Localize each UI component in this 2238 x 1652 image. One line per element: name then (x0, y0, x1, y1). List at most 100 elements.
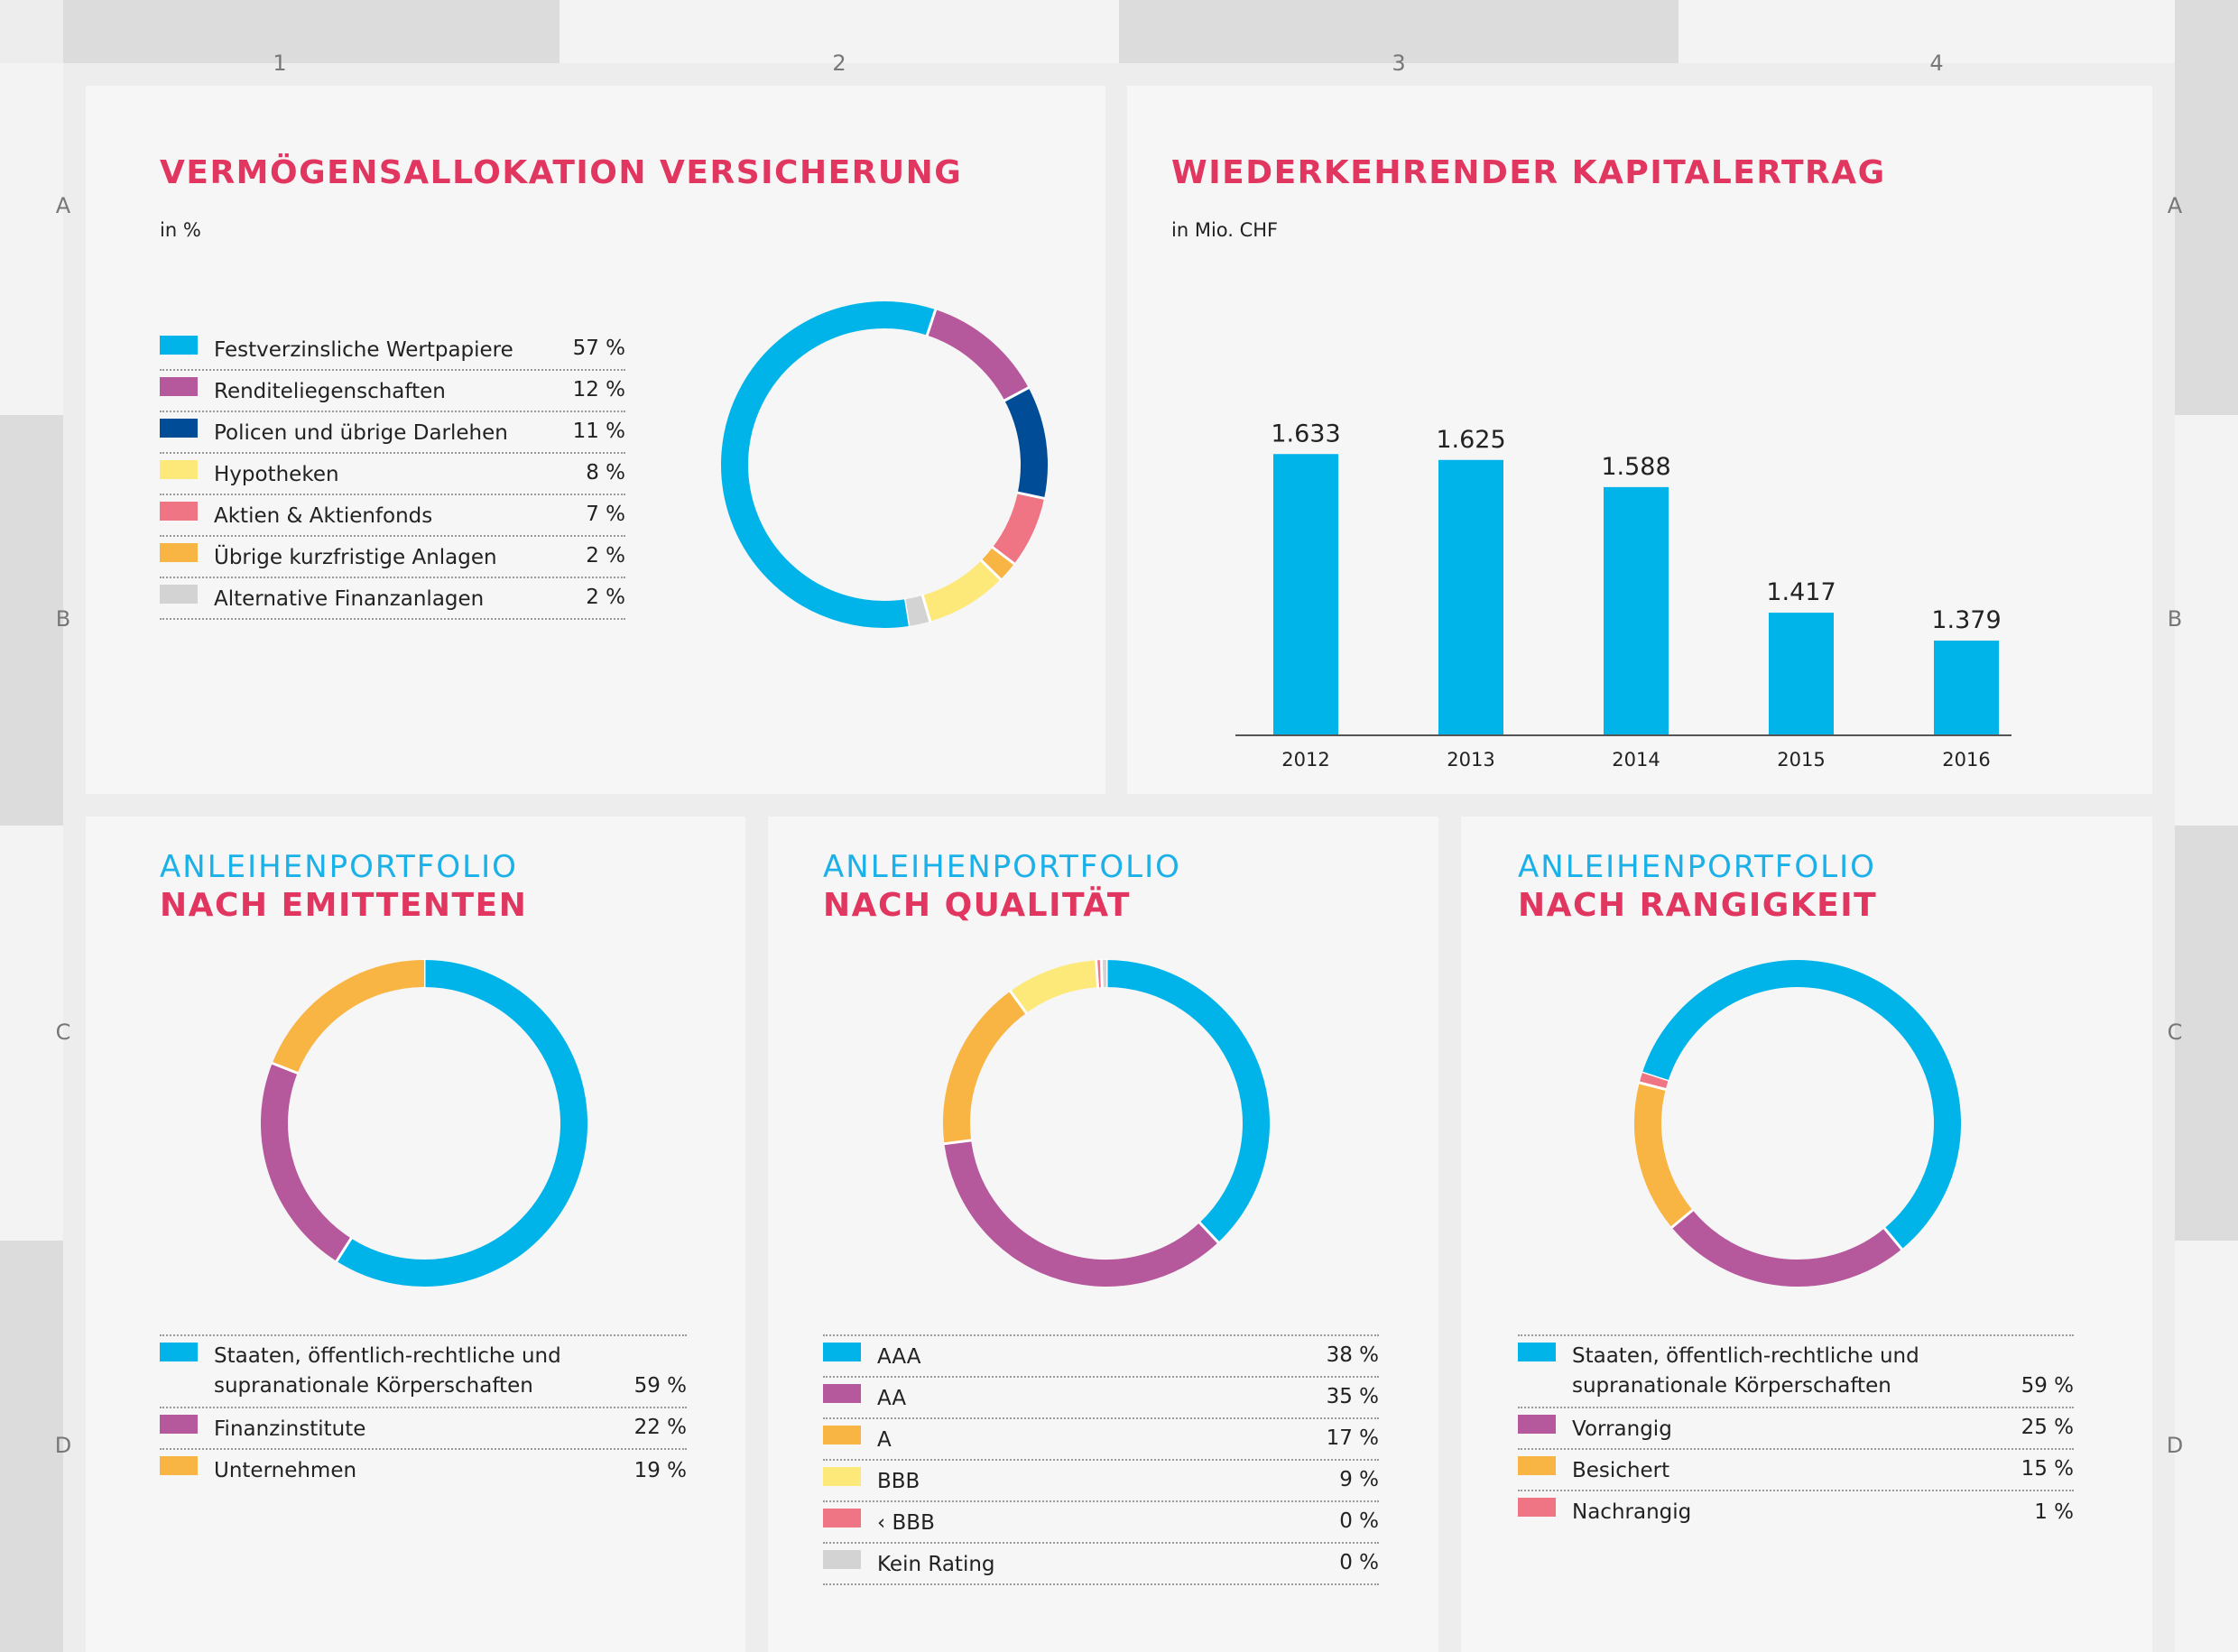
bar-value-label: 1.625 (1436, 426, 1505, 454)
bonds-quality-donut (943, 959, 1270, 1287)
donut-slice-separator (335, 1236, 353, 1263)
legend-label: AAA (877, 1345, 921, 1369)
grid-band-top-4 (1678, 0, 2175, 63)
bonds-seniority-title-line2: NACH RANGIGKEIT (1518, 887, 1878, 924)
donut-slice-separator (1003, 385, 1031, 402)
donut-slice-separator (1016, 491, 1046, 501)
legend-row: Übrige kurzfristige Anlagen 2 % (160, 537, 625, 578)
legend-swatch (1518, 1498, 1556, 1517)
legend-value: 15 % (2021, 1457, 2074, 1481)
legend-label: Policen und übrige Darlehen (214, 421, 508, 445)
grid-col-label-3: 3 (1392, 51, 1406, 76)
donut-slice-separator (1198, 1221, 1220, 1244)
donut-slice (1639, 1073, 1669, 1090)
legend-value: 57 % (572, 337, 625, 360)
donut-slice-separator (979, 558, 1003, 581)
legend-label-line2: supranationale Körperschaften (1572, 1374, 1891, 1398)
legend-swatch (160, 377, 198, 396)
grid-row-label-right-c: C (2167, 1020, 2183, 1045)
legend-value: 7 % (586, 503, 625, 526)
capital-income-unit: in Mio. CHF (1171, 219, 1279, 241)
donut-slice-separator (1638, 1081, 1668, 1092)
donut-slice-separator (991, 545, 1016, 566)
legend-swatch (160, 460, 198, 479)
legend-value: 59 % (2021, 1374, 2074, 1398)
donut-slice (1004, 387, 1048, 499)
grid-row-label-left-d: D (54, 1433, 72, 1458)
donut-slice-separator (920, 594, 932, 623)
legend-value: 17 % (1326, 1426, 1379, 1450)
bar-value-label: 1.417 (1766, 578, 1836, 606)
donut-slice (992, 492, 1045, 564)
bonds-issuer-panel: ANLEIHENPORTFOLIO NACH EMITTENTEN Staate… (86, 817, 745, 1652)
legend-label: Renditeliegenschaften (214, 380, 446, 403)
donut-slice (921, 559, 1001, 622)
legend-label: Kein Rating (877, 1553, 995, 1576)
grid-col-label-4: 4 (1929, 51, 1944, 76)
donut-slice-separator (1008, 989, 1029, 1015)
grid-band-right-c (2175, 826, 2238, 1241)
legend-label: Finanzinstitute (214, 1417, 366, 1441)
legend-label-line2: supranationale Körperschaften (214, 1374, 533, 1398)
legend-label: Vorrangig (1572, 1417, 1672, 1441)
donut-slice (927, 309, 1029, 401)
legend-value: 35 % (1326, 1385, 1379, 1408)
legend-row: Alternative Finanzanlagen 2 % (160, 578, 625, 620)
donut-slice-separator (1669, 1208, 1695, 1230)
bar (1273, 454, 1338, 735)
legend-label: Hypotheken (214, 463, 339, 486)
bonds-issuer-legend: Staaten, öffentlich-rechtliche und supran… (160, 1334, 687, 1491)
grid-band-left-d (0, 1241, 63, 1652)
bonds-issuer-donut (261, 959, 587, 1287)
asset-allocation-unit: in % (160, 219, 201, 241)
legend-row: Staaten, öffentlich-rechtliche und supran… (160, 1336, 687, 1408)
donut-slice (261, 1063, 352, 1261)
bonds-seniority-legend: Staaten, öffentlich-rechtliche und supran… (1518, 1334, 2074, 1533)
grid-band-right-a (2175, 0, 2238, 415)
legend-label-line1: Staaten, öffentlich-rechtliche und (1572, 1344, 1919, 1368)
asset-allocation-title: VERMÖGENSALLOKATION VERSICHERUNG (160, 154, 963, 191)
legend-label: Übrige kurzfristige Anlagen (214, 546, 497, 569)
asset-allocation-panel: VERMÖGENSALLOKATION VERSICHERUNG in % Fe… (86, 86, 1105, 794)
grid-col-label-2: 2 (832, 51, 846, 76)
donut-slice (1105, 960, 1270, 1242)
bar-value-label: 1.633 (1271, 420, 1340, 448)
legend-swatch (160, 336, 198, 355)
legend-swatch (823, 1467, 861, 1486)
donut-slice (981, 547, 1014, 580)
donut-slice-separator (1882, 1226, 1904, 1251)
legend-swatch (823, 1426, 861, 1444)
grid-row-label-left-c: C (55, 1020, 71, 1045)
legend-swatch (160, 585, 198, 604)
legend-row: Finanzinstitute 22 % (160, 1408, 687, 1450)
legend-row: AA 35 % (823, 1378, 1379, 1419)
grid-band-top-2 (560, 0, 1119, 63)
legend-swatch (823, 1343, 861, 1361)
grid-row-label-left-b: B (55, 606, 71, 632)
bar-value-label: 1.588 (1601, 453, 1670, 481)
legend-value: 11 % (572, 420, 625, 443)
legend-row: Hypotheken 8 % (160, 454, 625, 495)
grid-row-label-right-b: B (2167, 606, 2183, 632)
grid-band-top-1 (63, 0, 560, 63)
legend-label: AA (877, 1387, 907, 1410)
legend-row: Besichert 15 % (1518, 1450, 2074, 1491)
donut-slice (1671, 1210, 1902, 1287)
legend-label: Besichert (1572, 1459, 1670, 1482)
legend-swatch (160, 543, 198, 562)
legend-label-line1: Staaten, öffentlich-rechtliche und (214, 1344, 561, 1368)
bonds-quality-title-line1: ANLEIHENPORTFOLIO (823, 849, 1181, 885)
bonds-seniority-donut (1634, 960, 1961, 1287)
capital-income-panel: WIEDERKEHRENDER KAPITALERTRAG in Mio. CH… (1127, 86, 2152, 794)
grid-col-label-1: 1 (273, 51, 287, 76)
legend-row: Policen und übrige Darlehen 11 % (160, 412, 625, 454)
legend-swatch (1518, 1415, 1556, 1434)
legend-row: Vorrangig 25 % (1518, 1408, 2074, 1450)
legend-label: Unternehmen (214, 1459, 357, 1482)
bar (1934, 641, 1999, 735)
bar (1769, 613, 1834, 735)
legend-label: Staaten, öffentlich-rechtliche und supran… (214, 1342, 561, 1401)
grid-row-label-right-d: D (2166, 1433, 2184, 1458)
legend-row: Unternehmen 19 % (160, 1450, 687, 1491)
legend-swatch (823, 1550, 861, 1569)
